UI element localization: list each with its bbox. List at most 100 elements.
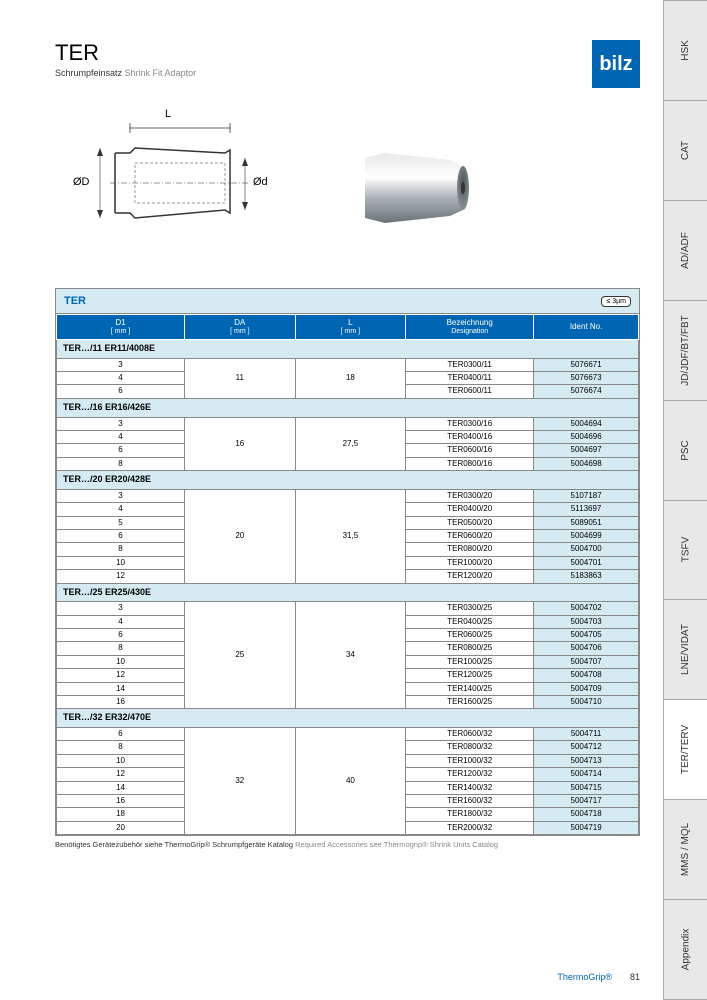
cell-da: 25 bbox=[185, 602, 296, 709]
side-tab[interactable]: TSFV bbox=[663, 500, 707, 600]
cell-ident: 5004702 bbox=[534, 602, 639, 615]
cell-ident: 5004701 bbox=[534, 556, 639, 569]
cell-designation: TER0800/20 bbox=[406, 543, 534, 556]
column-header: L[ mm ] bbox=[295, 315, 406, 340]
cell-ident: 5004700 bbox=[534, 543, 639, 556]
side-tab-label: JD/JDF/BT/FBT bbox=[680, 315, 691, 386]
cell-d1: 6 bbox=[57, 385, 185, 398]
cell-l: 34 bbox=[295, 602, 406, 709]
side-tab-label: TER/TERV bbox=[680, 725, 691, 774]
group-label: TER…/20 ER20/428E bbox=[57, 471, 639, 490]
cell-d1: 4 bbox=[57, 430, 185, 443]
footer-page-number: 81 bbox=[630, 972, 640, 982]
cell-designation: TER0300/25 bbox=[406, 602, 534, 615]
side-tab[interactable]: Appendix bbox=[663, 899, 707, 1000]
column-header: DA[ mm ] bbox=[185, 315, 296, 340]
table-body: TER…/11 ER11/4008E31118TER0300/115076671… bbox=[57, 339, 639, 834]
cell-ident: 5004713 bbox=[534, 754, 639, 767]
cell-d1: 12 bbox=[57, 570, 185, 583]
spec-table-container: TER ≤ 3µm D1[ mm ]DA[ mm ]L[ mm ]Bezeich… bbox=[55, 288, 640, 836]
brand-logo: bilz bbox=[592, 40, 640, 88]
cell-d1: 8 bbox=[57, 457, 185, 470]
cell-d1: 8 bbox=[57, 642, 185, 655]
cell-da: 32 bbox=[185, 728, 296, 835]
cell-designation: TER0500/20 bbox=[406, 516, 534, 529]
table-header-bar: TER ≤ 3µm bbox=[56, 289, 639, 314]
cell-designation: TER0400/11 bbox=[406, 372, 534, 385]
technical-drawing-icon bbox=[75, 118, 255, 248]
cell-designation: TER0600/20 bbox=[406, 529, 534, 542]
cell-d1: 6 bbox=[57, 444, 185, 457]
cell-designation: TER0600/25 bbox=[406, 628, 534, 641]
cell-ident: 5004696 bbox=[534, 430, 639, 443]
cell-d1: 4 bbox=[57, 503, 185, 516]
table-row: 31118TER0300/115076671 bbox=[57, 358, 639, 371]
cell-designation: TER2000/32 bbox=[406, 821, 534, 834]
side-tab[interactable]: PSC bbox=[663, 400, 707, 500]
cell-d1: 6 bbox=[57, 728, 185, 741]
cell-d1: 10 bbox=[57, 556, 185, 569]
side-tab[interactable]: MMS / MQL bbox=[663, 799, 707, 899]
footnote-en: Required Accessories see Thermogrip® Shr… bbox=[295, 840, 498, 849]
cell-ident: 5004697 bbox=[534, 444, 639, 457]
group-label: TER…/11 ER11/4008E bbox=[57, 339, 639, 358]
group-header-row: TER…/32 ER32/470E bbox=[57, 709, 639, 728]
column-header: Ident No. bbox=[534, 315, 639, 340]
cell-l: 18 bbox=[295, 358, 406, 398]
cell-d1: 6 bbox=[57, 628, 185, 641]
cell-designation: TER0300/20 bbox=[406, 489, 534, 502]
page-title: TER bbox=[55, 40, 640, 66]
dimension-d-label: Ød bbox=[253, 176, 268, 188]
cell-d1: 4 bbox=[57, 615, 185, 628]
side-tab[interactable]: TER/TERV bbox=[663, 699, 707, 799]
cell-ident: 5004705 bbox=[534, 628, 639, 641]
cell-d1: 14 bbox=[57, 682, 185, 695]
cell-ident: 5004717 bbox=[534, 794, 639, 807]
cell-designation: TER0800/32 bbox=[406, 741, 534, 754]
cell-d1: 16 bbox=[57, 695, 185, 708]
cell-d1: 8 bbox=[57, 741, 185, 754]
cell-l: 27,5 bbox=[295, 417, 406, 471]
cell-designation: TER0400/16 bbox=[406, 430, 534, 443]
table-row: 32031,5TER0300/205107187 bbox=[57, 489, 639, 502]
cell-l: 31,5 bbox=[295, 489, 406, 583]
group-label: TER…/32 ER32/470E bbox=[57, 709, 639, 728]
column-header: D1[ mm ] bbox=[57, 315, 185, 340]
cell-designation: TER0300/16 bbox=[406, 417, 534, 430]
cell-ident: 5113697 bbox=[534, 503, 639, 516]
cell-ident: 5004708 bbox=[534, 669, 639, 682]
side-tab[interactable]: HSK bbox=[663, 0, 707, 100]
table-row: 32534TER0300/255004702 bbox=[57, 602, 639, 615]
cell-d1: 3 bbox=[57, 417, 185, 430]
cell-d1: 8 bbox=[57, 543, 185, 556]
cell-d1: 16 bbox=[57, 794, 185, 807]
cell-ident: 5089051 bbox=[534, 516, 639, 529]
cell-d1: 12 bbox=[57, 768, 185, 781]
page-subtitle: Schrumpfeinsatz Shrink Fit Adaptor bbox=[55, 68, 640, 78]
side-tab[interactable]: JD/JDF/BT/FBT bbox=[663, 300, 707, 400]
side-tab-label: Appendix bbox=[680, 929, 691, 971]
cell-d1: 3 bbox=[57, 489, 185, 502]
cell-designation: TER0600/16 bbox=[406, 444, 534, 457]
cell-ident: 5004694 bbox=[534, 417, 639, 430]
side-tab[interactable]: CAT bbox=[663, 100, 707, 200]
cell-designation: TER1800/32 bbox=[406, 808, 534, 821]
subtitle-en: Shrink Fit Adaptor bbox=[125, 68, 197, 78]
side-tab[interactable]: LNE/VIDAT bbox=[663, 599, 707, 699]
dimension-L-label: L bbox=[165, 108, 171, 120]
cell-d1: 10 bbox=[57, 754, 185, 767]
cell-designation: TER1000/25 bbox=[406, 655, 534, 668]
table-row: 31627,5TER0300/165004694 bbox=[57, 417, 639, 430]
cell-ident: 5076674 bbox=[534, 385, 639, 398]
cell-d1: 3 bbox=[57, 602, 185, 615]
table-head: D1[ mm ]DA[ mm ]L[ mm ]BezeichnungDesign… bbox=[57, 315, 639, 340]
side-tab[interactable]: AD/ADF bbox=[663, 200, 707, 300]
cell-designation: TER1200/20 bbox=[406, 570, 534, 583]
cell-d1: 20 bbox=[57, 821, 185, 834]
side-tab-label: TSFV bbox=[680, 537, 691, 563]
cell-ident: 5004711 bbox=[534, 728, 639, 741]
group-header-row: TER…/20 ER20/428E bbox=[57, 471, 639, 490]
cell-ident: 5004699 bbox=[534, 529, 639, 542]
table-title: TER bbox=[64, 295, 86, 307]
group-header-row: TER…/16 ER16/426E bbox=[57, 398, 639, 417]
